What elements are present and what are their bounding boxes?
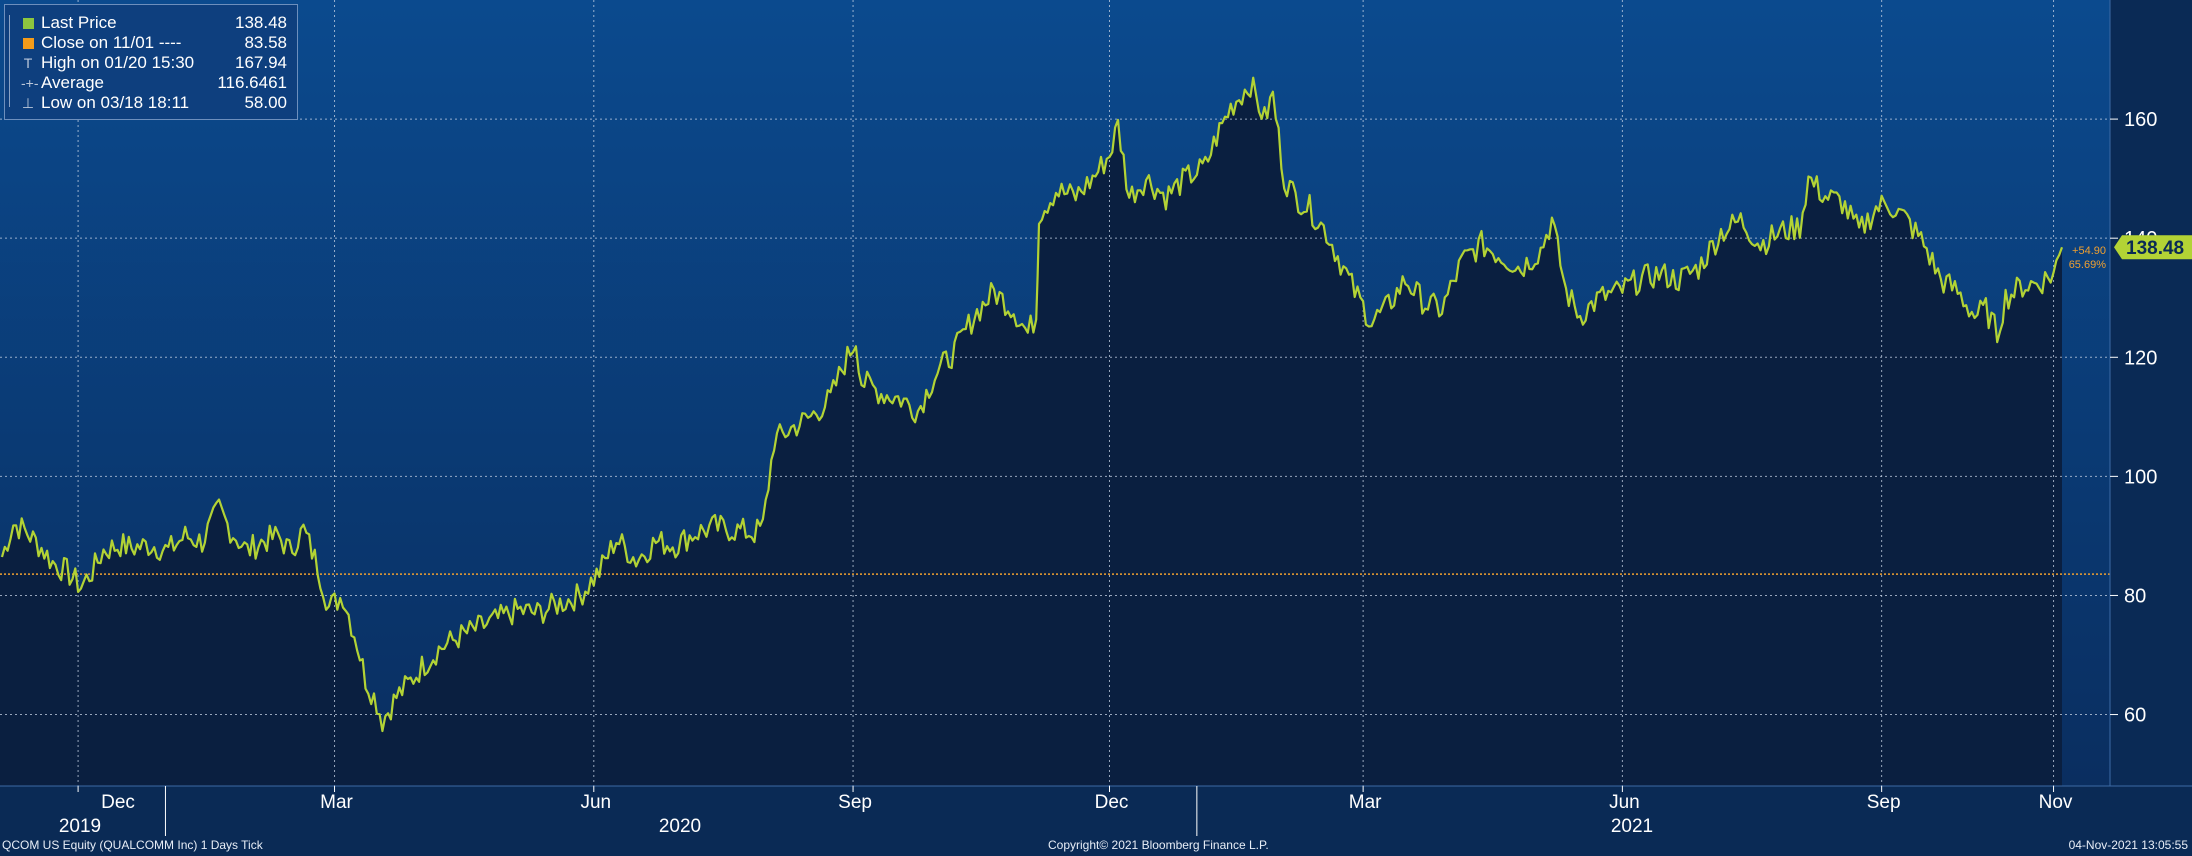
legend-item-close: Close on 11/01 ---- 83.58 bbox=[11, 33, 291, 53]
x-year-label: 2019 bbox=[59, 816, 101, 837]
chart-legend: Last Price 138.48 Close on 11/01 ---- 83… bbox=[4, 4, 298, 120]
legend-item-last-price: Last Price 138.48 bbox=[11, 13, 291, 33]
low-marker-icon: ⊥ bbox=[21, 95, 35, 111]
average-marker-icon: -+- bbox=[21, 75, 39, 91]
x-month-label: Dec bbox=[101, 792, 135, 813]
x-month-label: Sep bbox=[838, 792, 872, 813]
y-tick-label: 60 bbox=[2124, 705, 2146, 727]
last-price-swatch bbox=[23, 18, 34, 29]
legend-tree-line bbox=[9, 15, 10, 107]
footer-copyright: Copyright© 2021 Bloomberg Finance L.P. bbox=[1048, 838, 1269, 852]
y-tick-label: 80 bbox=[2124, 585, 2146, 607]
legend-label: Last Price bbox=[41, 13, 117, 32]
legend-item-low: ⊥ Low on 03/18 18:11 58.00 bbox=[11, 93, 291, 113]
y-tick-label: 100 bbox=[2124, 466, 2157, 488]
x-month-label: Mar bbox=[320, 792, 353, 813]
x-month-label: Mar bbox=[1349, 792, 1382, 813]
legend-value: 116.6461 bbox=[217, 73, 287, 92]
legend-value: 58.00 bbox=[244, 93, 287, 112]
footer-security: QCOM US Equity (QUALCOMM Inc) 1 Days Tic… bbox=[2, 838, 263, 852]
price-line bbox=[0, 76, 2064, 733]
legend-label: Average bbox=[41, 73, 105, 92]
price-area-fill bbox=[0, 77, 2062, 786]
x-month-label: Jun bbox=[1609, 792, 1640, 813]
last-price-label: 138.48 bbox=[2126, 238, 2184, 259]
legend-label: Low on 03/18 18:11 bbox=[41, 93, 190, 112]
change-pct-label: 65.69% bbox=[2069, 259, 2107, 271]
close-swatch bbox=[23, 38, 34, 49]
x-month-label: Sep bbox=[1867, 792, 1901, 813]
legend-value: 167.94 bbox=[235, 53, 287, 72]
y-axis: 6080100120140160 bbox=[2110, 109, 2157, 727]
x-year-label: 2021 bbox=[1611, 816, 1653, 837]
x-year-label: 2020 bbox=[659, 816, 701, 837]
high-marker-icon: T bbox=[23, 55, 33, 71]
last-price-tag: 138.48 bbox=[2114, 235, 2192, 260]
legend-label: High on 01/20 15:30 bbox=[41, 53, 195, 72]
x-axis: Dec Mar Jun Sep Dec Mar Jun Sep Nov 2019 2020 2021 bbox=[59, 786, 2073, 837]
legend-value: 138.48 bbox=[235, 13, 287, 32]
change-abs-label: +54.90 bbox=[2072, 245, 2106, 257]
legend-item-average: -+- Average 116.6461 bbox=[11, 73, 291, 93]
gridlines bbox=[0, 0, 2110, 786]
y-tick-label: 120 bbox=[2124, 347, 2157, 369]
x-month-label: Jun bbox=[580, 792, 611, 813]
x-month-label: Nov bbox=[2039, 792, 2073, 813]
x-month-label: Dec bbox=[1095, 792, 1129, 813]
legend-label: Close on 11/01 ---- bbox=[41, 33, 182, 52]
legend-value: 83.58 bbox=[244, 33, 287, 52]
legend-item-high: T High on 01/20 15:30 167.94 bbox=[11, 53, 291, 73]
y-tick-label: 160 bbox=[2124, 109, 2157, 131]
footer-timestamp: 04-Nov-2021 13:05:55 bbox=[2068, 838, 2188, 852]
